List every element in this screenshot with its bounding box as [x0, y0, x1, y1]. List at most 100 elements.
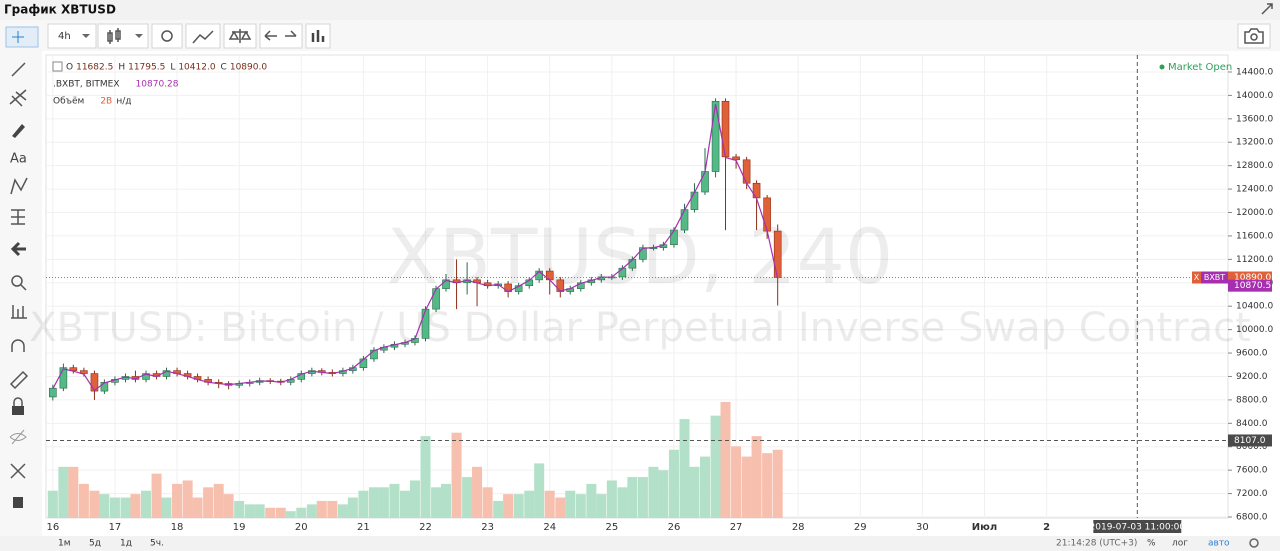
bxbt-label: BXBT — [1204, 273, 1225, 282]
x-tick-label: 25 — [605, 522, 618, 533]
interval-select[interactable] — [47, 23, 97, 49]
ohlc-key: L — [170, 63, 175, 73]
remove-tools[interactable] — [10, 463, 26, 479]
crosshair-x-label: 2019-07-03 11:00:00 — [1090, 523, 1186, 533]
volume-bar — [762, 453, 773, 518]
volume-bar — [265, 507, 276, 518]
candle-body — [59, 367, 68, 389]
volume-bar — [700, 456, 711, 518]
volume-bar — [306, 504, 317, 518]
last-price-label: 10890.0 — [1234, 273, 1271, 283]
scale-log[interactable]: лог — [1172, 539, 1188, 549]
volume-legend-name: Объём — [53, 97, 84, 107]
x-tick-label: 28 — [792, 522, 805, 533]
candle-body — [432, 288, 440, 310]
volume-bar — [565, 490, 576, 518]
range-button[interactable]: 1м — [58, 539, 71, 549]
volume-bar — [544, 490, 555, 518]
trendline-tool[interactable] — [11, 62, 26, 77]
y-tick-label: 13600.0 — [1236, 114, 1273, 124]
bars-icon — [311, 30, 325, 42]
volume-bar — [213, 483, 224, 518]
brush-tool[interactable] — [12, 124, 25, 138]
fib-tool[interactable] — [9, 89, 27, 107]
expand-icon[interactable] — [1261, 3, 1273, 15]
volume-bar — [89, 490, 100, 518]
volume-bar — [720, 402, 731, 518]
x-tick-label: 27 — [730, 522, 743, 533]
volume-bar — [648, 466, 659, 518]
volume-bar — [192, 497, 203, 518]
text-tool[interactable]: Aa — [10, 152, 27, 167]
volume-bar — [182, 480, 193, 518]
index-line — [52, 104, 779, 392]
y-tick-label: 7600.0 — [1236, 466, 1268, 476]
x-tick-label: 30 — [916, 522, 929, 533]
back-tool[interactable] — [10, 241, 26, 257]
volume-bar — [120, 497, 131, 518]
volume-bar — [378, 487, 389, 518]
volume-bar — [78, 483, 89, 518]
y-tick-label: 14000.0 — [1236, 91, 1273, 101]
indicators-button[interactable] — [185, 23, 221, 49]
status-bar — [0, 536, 1280, 551]
description-watermark: XBTUSD: Bitcoin / US Dollar Perpetual In… — [29, 305, 1251, 351]
x-tick-label: 29 — [854, 522, 867, 533]
y-tick-label: 10000.0 — [1236, 325, 1273, 335]
measure-tool[interactable] — [11, 305, 27, 319]
volume-bar — [627, 477, 638, 518]
camera-icon — [1244, 28, 1264, 44]
interval-label: 4h — [58, 31, 71, 42]
range-button[interactable]: 1д — [120, 539, 132, 549]
gear-icon — [161, 30, 173, 42]
volume-bar — [503, 494, 514, 518]
candle-body — [742, 159, 751, 184]
settings-button[interactable] — [151, 23, 183, 49]
volume-bar — [130, 494, 141, 518]
projection-tool[interactable] — [11, 209, 25, 225]
crosshair-y-box — [1228, 434, 1272, 447]
candle-body — [773, 230, 782, 278]
title-bar — [0, 0, 1280, 20]
settings-icon[interactable] — [1249, 538, 1259, 548]
hide-tool[interactable] — [9, 429, 27, 445]
y-tick-label: 7200.0 — [1236, 489, 1268, 499]
candle-body — [711, 100, 720, 172]
x-tick-label: 20 — [295, 522, 308, 533]
zoom-tool[interactable] — [11, 275, 23, 287]
volume-bar — [586, 483, 597, 518]
scale-auto[interactable]: авто — [1208, 539, 1230, 549]
status-dot — [1159, 64, 1165, 70]
legend-toggle — [52, 61, 63, 72]
camera-lens — [1250, 33, 1258, 41]
ohlc-key: O — [66, 63, 73, 73]
volume-bar — [710, 415, 721, 518]
volume-bar — [161, 497, 172, 518]
y-tick-label: 8400.0 — [1236, 419, 1268, 429]
volume-bar — [451, 432, 462, 518]
x-tick-label: 19 — [233, 522, 246, 533]
pattern-tool[interactable] — [10, 177, 28, 195]
range-button[interactable]: 5ч. — [150, 539, 164, 549]
volume-bar — [285, 511, 296, 518]
index-price-label: 10870.5 — [1234, 281, 1271, 291]
scale-percent[interactable]: % — [1147, 539, 1156, 549]
magnet-tool[interactable] — [11, 339, 25, 352]
range-button[interactable]: 5д — [89, 539, 101, 549]
trash-tool[interactable] — [12, 495, 24, 508]
undo-redo-icons — [264, 30, 297, 41]
volume-bar — [389, 483, 400, 518]
volume-bar — [606, 480, 617, 518]
volume-bar — [358, 490, 369, 518]
snapshot-button[interactable] — [1237, 23, 1271, 49]
ohlc-key: C — [221, 63, 227, 73]
lock-tool[interactable] — [12, 406, 24, 415]
index-legend-name: .BXBT, BITMEX — [53, 80, 120, 90]
y-tick-label: 11600.0 — [1236, 231, 1273, 241]
volume-bar — [141, 490, 152, 518]
volume-bar — [472, 466, 483, 518]
stay-drawing-tool[interactable] — [9, 370, 29, 390]
volume-bar — [555, 497, 566, 518]
y-tick-label: 14400.0 — [1236, 67, 1273, 77]
